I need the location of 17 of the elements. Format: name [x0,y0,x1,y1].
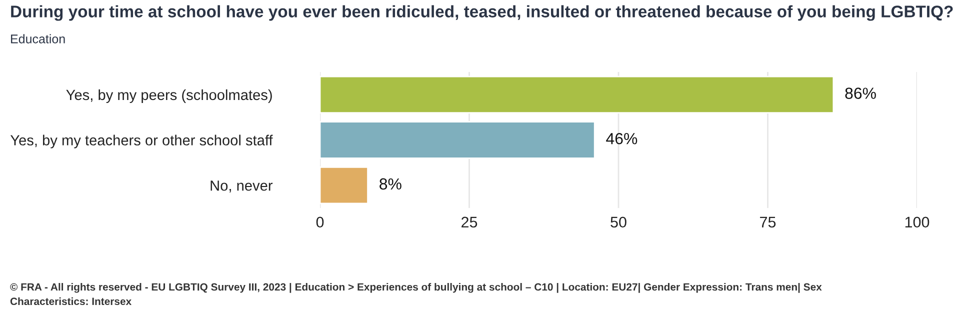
x-tick-label: 100 [905,216,930,228]
x-tick-label: 75 [760,216,776,228]
bar [320,166,368,204]
y-tick-label: Yes, by my peers (schoolmates) [66,89,272,103]
bar [320,76,834,114]
y-tick-label: No, never [210,180,273,192]
x-tick-label: 50 [610,216,626,228]
y-tick-label: Yes, by my teachers or other school staff [10,134,273,148]
data-label: 8% [380,178,402,190]
chart-title: During your time at school have you ever been ridiculed, teased, insulted or threatened because of you being LGBTIQ? [11,5,953,21]
text: © FRA - All rights reserved - EU LGBTIQ Survey III, 2023 | Education > Experiences of bullying at school – C10 | Location: EU27| Gender Expression: Trans men| Sex Characteristics: Intersex [10,283,822,306]
bar [320,121,596,159]
x-tick-label: 0 [316,216,324,228]
data-label: 46% [606,132,638,144]
x-tick-label: 25 [462,216,478,228]
text: Education [11,34,65,44]
data-label: 86% [845,88,876,99]
